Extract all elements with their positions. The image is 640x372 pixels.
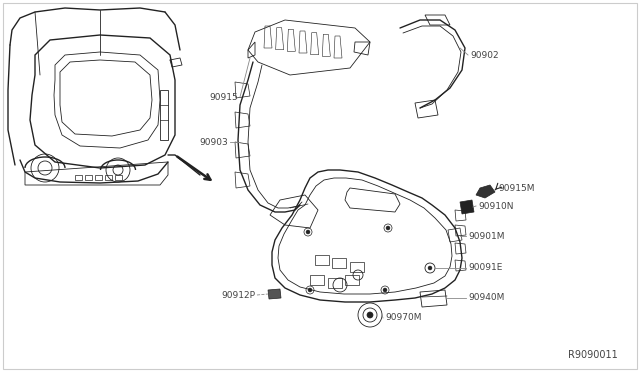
Bar xyxy=(105,175,112,180)
Bar xyxy=(95,175,102,180)
Bar xyxy=(328,278,342,288)
Text: 90902: 90902 xyxy=(470,51,499,60)
Text: 90903: 90903 xyxy=(199,138,228,147)
Text: R9090011: R9090011 xyxy=(568,350,618,360)
Bar xyxy=(350,262,364,272)
Text: 90912P: 90912P xyxy=(221,291,255,299)
Bar xyxy=(332,258,346,268)
Circle shape xyxy=(428,266,432,270)
Circle shape xyxy=(308,288,312,292)
Bar xyxy=(315,255,329,265)
Text: 90940M: 90940M xyxy=(468,294,504,302)
Bar xyxy=(115,175,122,180)
Text: 90091E: 90091E xyxy=(468,263,502,273)
Text: 90901M: 90901M xyxy=(468,231,504,241)
Bar xyxy=(75,175,82,180)
Bar xyxy=(345,275,359,285)
Circle shape xyxy=(306,230,310,234)
Text: 90915: 90915 xyxy=(209,93,238,102)
Bar xyxy=(85,175,92,180)
Text: 90910N: 90910N xyxy=(478,202,513,211)
Polygon shape xyxy=(268,289,281,299)
Bar xyxy=(310,275,324,285)
Circle shape xyxy=(383,288,387,292)
Circle shape xyxy=(386,226,390,230)
Polygon shape xyxy=(460,200,474,214)
Text: 90970M: 90970M xyxy=(385,314,422,323)
Text: 90915M: 90915M xyxy=(498,183,534,192)
Circle shape xyxy=(367,312,373,318)
Polygon shape xyxy=(476,185,495,198)
